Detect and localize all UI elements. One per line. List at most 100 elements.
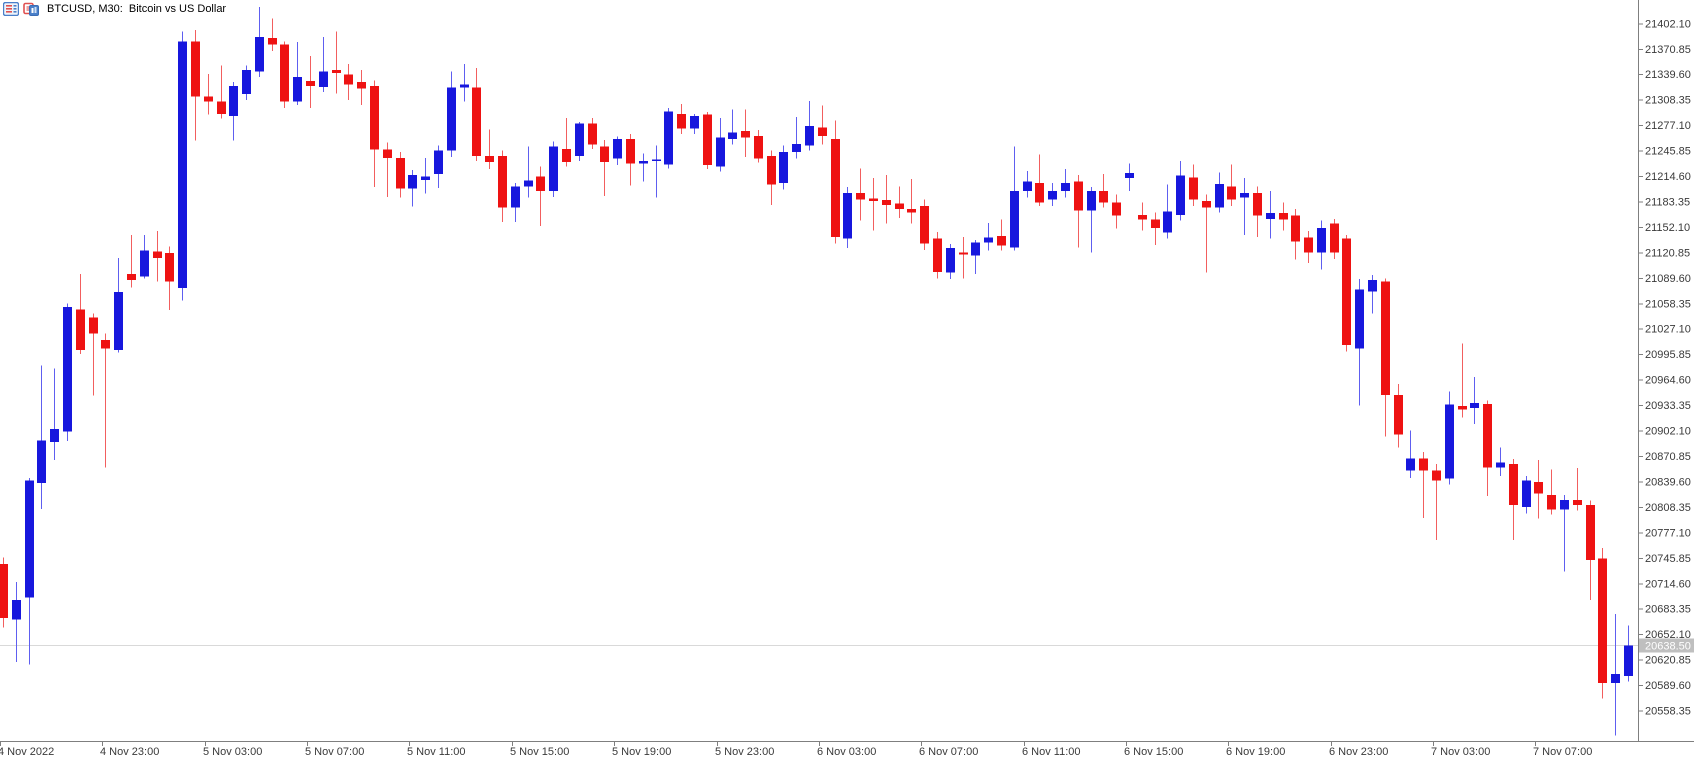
- candle-body: [690, 116, 699, 129]
- candle-body: [1573, 499, 1582, 505]
- candle-body: [204, 96, 213, 102]
- price-axis-label: 20714.60: [1645, 578, 1691, 590]
- candle-body: [882, 200, 891, 206]
- candle-body: [293, 77, 302, 102]
- candle-body: [792, 143, 801, 153]
- candle-body: [1394, 394, 1403, 435]
- candle-body: [831, 139, 840, 237]
- candle-body: [818, 127, 827, 136]
- candle-body: [319, 71, 328, 87]
- candle-body: [843, 192, 852, 239]
- candle-body: [959, 252, 968, 255]
- candle-body: [1547, 494, 1556, 510]
- candle-body: [140, 250, 149, 277]
- candle-body: [1419, 458, 1428, 471]
- candle-body: [1458, 406, 1467, 410]
- candle-body: [639, 161, 648, 164]
- candle-body: [153, 251, 162, 258]
- price-axis-label: 20839.60: [1645, 476, 1691, 488]
- candle-body: [626, 139, 635, 164]
- price-axis-label: 20870.85: [1645, 451, 1691, 463]
- candle-body: [1112, 202, 1121, 216]
- candle-body: [178, 41, 187, 289]
- candle-body: [1406, 458, 1415, 471]
- candle-body: [485, 156, 494, 162]
- candle-body: [1010, 191, 1019, 248]
- candle-body: [1253, 192, 1262, 216]
- time-axis-label: 5 Nov 15:00: [510, 746, 569, 758]
- candle-body: [754, 135, 763, 159]
- candle-body: [1125, 173, 1134, 179]
- price-axis-label: 21277.10: [1645, 120, 1691, 132]
- current-price-badge-text: 20638.50: [1645, 641, 1691, 653]
- candle-body: [472, 87, 481, 157]
- price-axis-label: 21214.60: [1645, 171, 1691, 183]
- candle-body: [460, 84, 469, 88]
- candle-body: [89, 317, 98, 334]
- current-price-badge: [1639, 638, 1694, 653]
- candle-body: [1560, 499, 1569, 510]
- candle-body: [1317, 227, 1326, 253]
- depth-of-market-icon[interactable]: [2, 1, 20, 17]
- time-axis-label: 6 Nov 19:00: [1226, 746, 1285, 758]
- candle-body: [421, 176, 430, 180]
- price-axis-label: 20683.35: [1645, 604, 1691, 616]
- candle-body: [1023, 181, 1032, 192]
- price-axis-label: 21402.10: [1645, 18, 1691, 30]
- candle-body: [536, 176, 545, 192]
- time-axis-label: 5 Nov 03:00: [203, 746, 262, 758]
- candle-body: [408, 174, 417, 189]
- candle-body: [1611, 674, 1620, 684]
- candle-body: [895, 203, 904, 210]
- candle-body: [1445, 404, 1454, 479]
- price-axis-label: 21089.60: [1645, 273, 1691, 285]
- candle-body: [1483, 403, 1492, 468]
- candle-body: [50, 429, 59, 443]
- candle-body: [1240, 192, 1249, 198]
- candle-body: [344, 74, 353, 85]
- candle-body: [370, 86, 379, 150]
- price-axis-label: 21339.60: [1645, 69, 1691, 81]
- candle-body: [1330, 223, 1339, 253]
- price-axis-label: 21370.85: [1645, 44, 1691, 56]
- candle-body: [1061, 183, 1070, 192]
- candle-body: [664, 111, 673, 165]
- time-axis-label: 7 Nov 07:00: [1533, 746, 1592, 758]
- candle-body: [1227, 186, 1236, 200]
- price-axis-label: 21245.85: [1645, 146, 1691, 158]
- candle-body: [588, 123, 597, 145]
- candle-body: [1163, 211, 1172, 233]
- candle-body: [703, 114, 712, 166]
- candle-body: [920, 205, 929, 244]
- candle-body: [1470, 402, 1479, 408]
- chart-symbol-icon[interactable]: [23, 2, 39, 16]
- candle-body: [1381, 281, 1390, 395]
- candle-body: [1534, 481, 1543, 494]
- candle-body: [946, 248, 955, 273]
- candle-body: [1355, 289, 1364, 349]
- candle-body: [1087, 191, 1096, 211]
- time-axis-label: 5 Nov 19:00: [612, 746, 671, 758]
- candle-body: [1624, 645, 1633, 676]
- candle-body: [779, 152, 788, 184]
- candle-body: [549, 146, 558, 192]
- price-axis-label: 20558.35: [1645, 706, 1691, 718]
- candle-body: [217, 101, 226, 114]
- price-axis-label: 21152.10: [1645, 222, 1690, 234]
- candle-body: [1586, 504, 1595, 561]
- candle-body: [856, 192, 865, 200]
- candle-body: [600, 146, 609, 162]
- candle-body: [1368, 279, 1377, 292]
- price-axis-label: 20620.85: [1645, 655, 1691, 667]
- candle-body: [242, 69, 251, 95]
- candle-body: [1176, 175, 1185, 215]
- candle-body: [63, 306, 72, 432]
- candles-layer: [0, 7, 1633, 736]
- candle-body: [447, 87, 456, 151]
- candle-body: [971, 242, 980, 256]
- candle-body: [498, 156, 507, 208]
- time-axis-label: 7 Nov 03:00: [1431, 746, 1490, 758]
- candle-body: [383, 149, 392, 158]
